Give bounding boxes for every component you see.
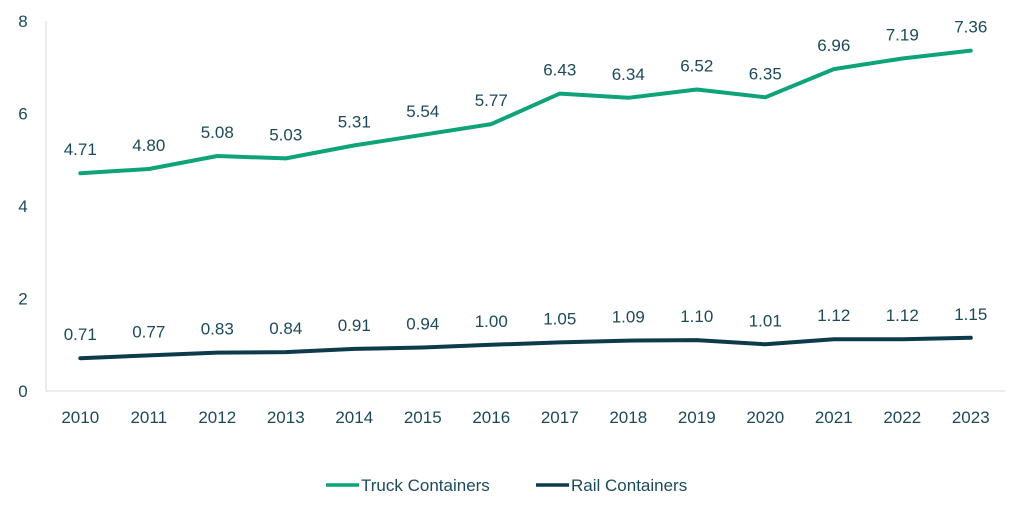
truck-containers-data-label: 6.96	[817, 36, 850, 55]
truck-containers-data-label: 6.34	[612, 65, 645, 84]
y-tick-label: 6	[18, 105, 27, 124]
truck-containers-data-label: 6.35	[749, 64, 782, 83]
data-labels: 4.71 4.80 5.08 5.03 5.31 5.54 5.77 6.43 6.34 6.52…	[64, 18, 988, 345]
rail-containers-data-label: 1.12	[886, 306, 919, 325]
legend-item-rail-containers: Rail Containers	[536, 476, 687, 495]
x-tick-label: 2017	[541, 408, 579, 427]
rail-containers-data-label: 0.77	[132, 322, 165, 341]
legend: Truck Containers Rail Containers	[326, 476, 687, 495]
truck-containers-data-label: 5.03	[269, 125, 302, 144]
rail-containers-data-label: 0.71	[64, 325, 97, 344]
y-axis-ticks: 0 2 4 6 8	[18, 12, 27, 401]
rail-containers-data-label: 0.91	[338, 316, 371, 335]
x-tick-label: 2016	[472, 408, 510, 427]
x-tick-label: 2020	[746, 408, 784, 427]
truck-containers-data-label: 6.52	[680, 56, 713, 75]
rail-containers-data-label: 0.94	[406, 315, 439, 334]
rail-containers-data-label: 1.09	[612, 308, 645, 327]
x-tick-label: 2023	[952, 408, 990, 427]
legend-item-truck-containers: Truck Containers	[326, 476, 490, 495]
x-tick-label: 2015	[404, 408, 442, 427]
rail-containers-data-label: 0.84	[269, 319, 302, 338]
rail-containers-data-label: 0.83	[201, 320, 234, 339]
truck-containers-data-label: 4.71	[64, 140, 97, 159]
y-tick-label: 4	[18, 197, 27, 216]
axes	[45, 21, 1005, 392]
truck-containers-data-label: 5.54	[406, 102, 439, 121]
truck-containers-data-label: 5.77	[475, 91, 508, 110]
truck-containers-data-label: 5.08	[201, 123, 234, 142]
x-tick-label: 2022	[883, 408, 921, 427]
truck-containers-data-label: 5.31	[338, 112, 371, 131]
x-tick-label: 2010	[61, 408, 99, 427]
rail-containers-data-label: 1.15	[954, 305, 987, 324]
y-tick-label: 0	[18, 382, 27, 401]
x-tick-label: 2021	[815, 408, 853, 427]
x-tick-label: 2013	[267, 408, 305, 427]
truck-containers-line	[78, 48, 973, 176]
truck-containers-data-label: 7.19	[886, 25, 919, 44]
legend-label-truck-containers: Truck Containers	[361, 476, 490, 495]
x-tick-label: 2014	[335, 408, 373, 427]
rail-containers-data-label: 1.05	[543, 309, 576, 328]
series-group	[78, 48, 973, 361]
truck-containers-data-label: 4.80	[132, 136, 165, 155]
x-tick-label: 2012	[198, 408, 236, 427]
rail-containers-data-label: 1.01	[749, 311, 782, 330]
rail-containers-data-label: 1.00	[475, 312, 508, 331]
truck-containers-data-label: 6.43	[543, 61, 576, 80]
x-axis-ticks: 2010 2011 2012 2013 2014 2015 2016 2017 2018 2019…	[61, 408, 989, 427]
y-tick-label: 8	[18, 12, 27, 31]
rail-containers-line	[78, 335, 973, 361]
x-tick-label: 2018	[609, 408, 647, 427]
x-tick-label: 2019	[678, 408, 716, 427]
x-tick-label: 2011	[130, 408, 167, 427]
y-tick-label: 2	[18, 290, 27, 309]
rail-containers-data-label: 1.10	[680, 307, 713, 326]
truck-containers-data-label: 7.36	[954, 18, 987, 37]
legend-label-rail-containers: Rail Containers	[571, 476, 687, 495]
rail-containers-data-label: 1.12	[817, 306, 850, 325]
